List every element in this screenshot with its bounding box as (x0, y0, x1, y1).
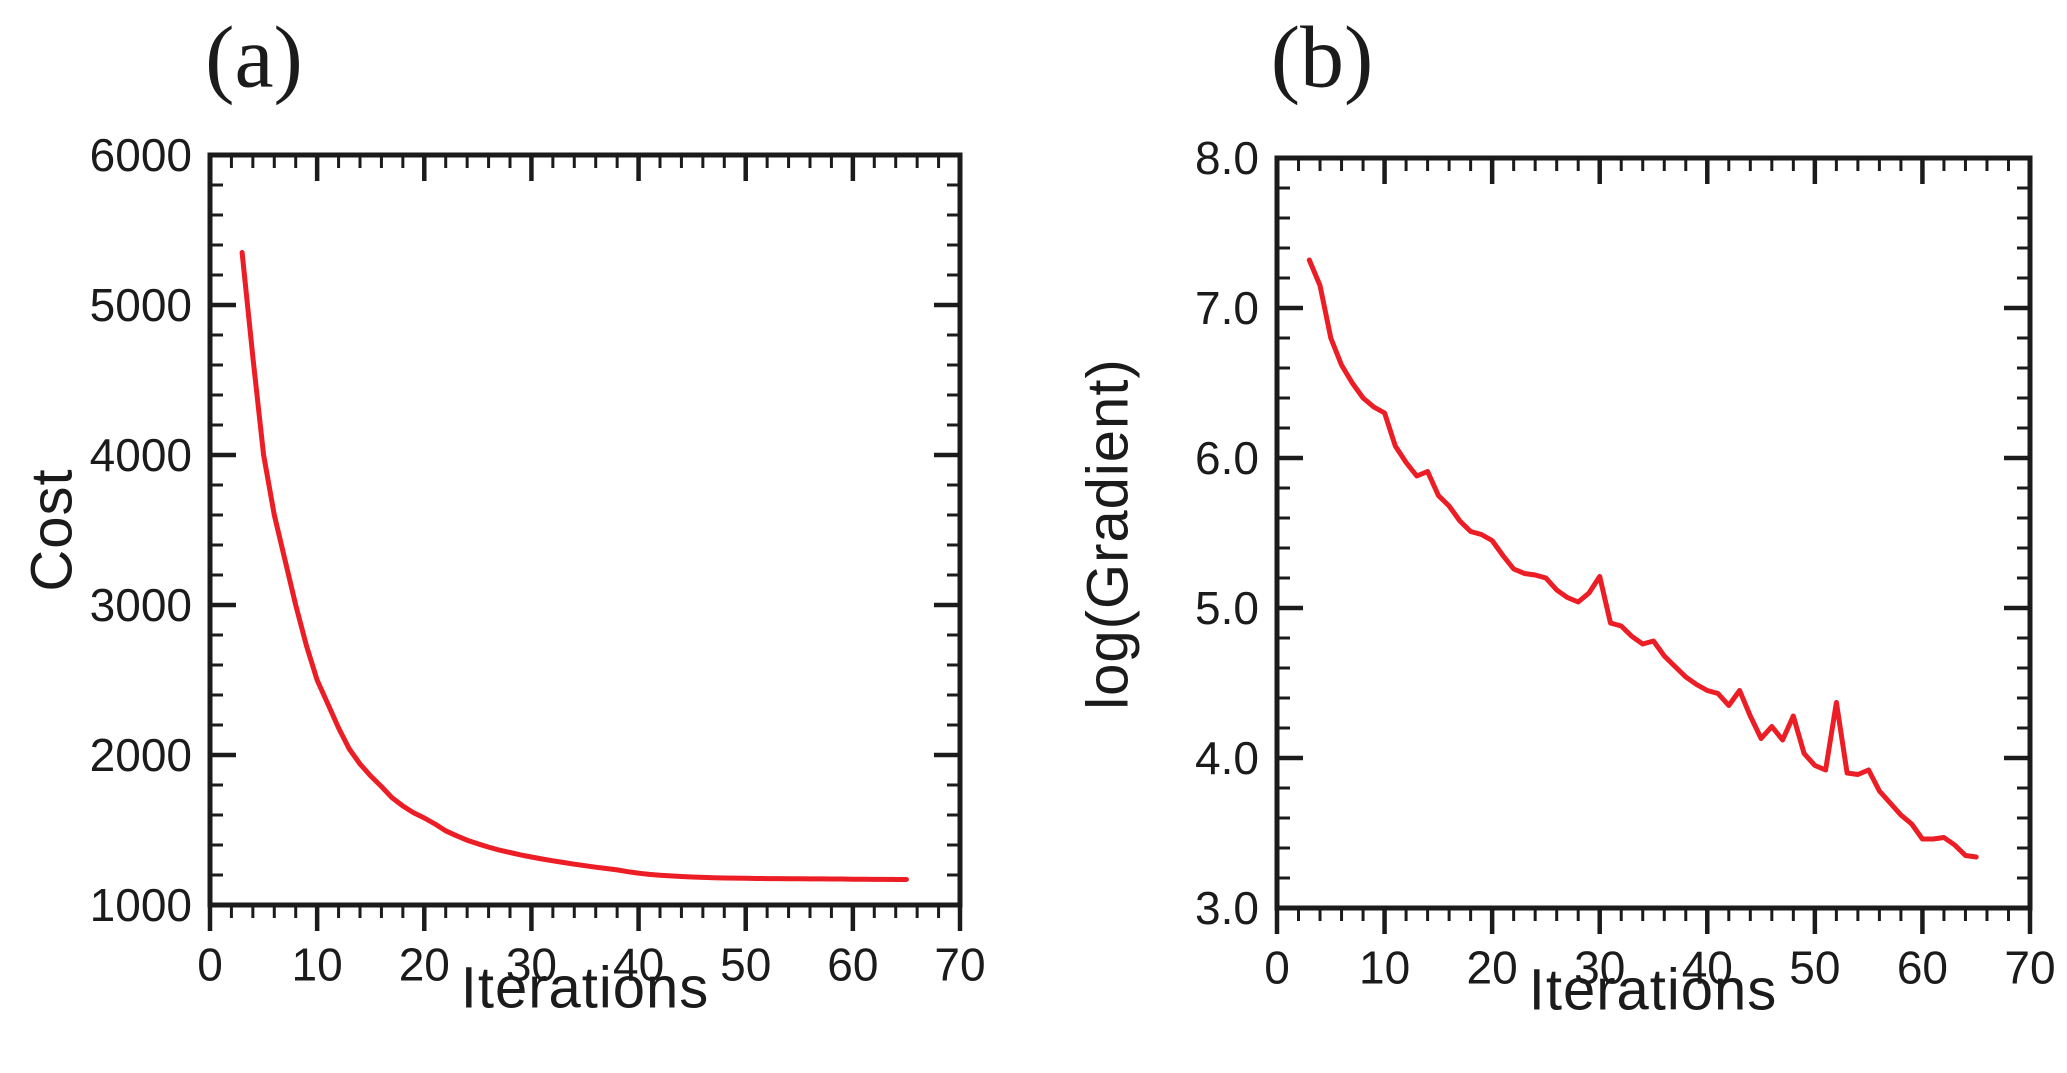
x-tick-label: 60 (827, 939, 878, 991)
y-tick-label: 3000 (90, 579, 192, 631)
x-tick-label: 70 (2004, 942, 2055, 994)
y-tick-label: 6.0 (1195, 432, 1259, 484)
panel-a-x-ticks (207, 155, 963, 931)
x-tick-label: 0 (197, 939, 223, 991)
y-tick-label: 1000 (90, 879, 192, 931)
y-tick-label: 3.0 (1195, 882, 1259, 934)
panel-a-y-tick-labels: 1000 2000 3000 4000 5000 6000 (90, 129, 192, 931)
panel-b-x-ticks (1274, 158, 2033, 934)
y-tick-label: 2000 (90, 729, 192, 781)
x-tick-label: 0 (1264, 942, 1290, 994)
x-tick-label: 20 (399, 939, 450, 991)
panel-a-series-cost (239, 250, 909, 882)
panel-b-x-tick-labels: 0 10 20 30 40 50 60 70 (1264, 942, 2055, 994)
panel-a-frame (207, 152, 963, 908)
y-tick-label: 4.0 (1195, 732, 1259, 784)
y-tick-label: 6000 (90, 129, 192, 181)
panel-b-plot: 0 10 20 30 40 50 60 70 3.0 4.0 5.0 6.0 7.0 8.0 (1195, 132, 2056, 994)
panel-b-y-tick-labels: 3.0 4.0 5.0 6.0 7.0 8.0 (1195, 132, 1259, 934)
x-tick-label: 70 (934, 939, 985, 991)
panel-a-y-ticks (210, 152, 960, 908)
x-tick-label: 10 (292, 939, 343, 991)
panel-a-title: (a) (205, 9, 303, 107)
x-tick-label: 30 (1574, 942, 1625, 994)
panel-a-plot: 0 10 20 30 40 50 60 70 1000 2000 3000 4000 5000 6000 (90, 129, 986, 991)
panel-b-series-log_gradient (1306, 257, 1979, 860)
y-tick-label: 7.0 (1195, 282, 1259, 334)
panel-b-x-axis-title: Iterations (1528, 957, 1778, 1023)
y-tick-label: 4000 (90, 429, 192, 481)
y-tick-label: 8.0 (1195, 132, 1259, 184)
x-tick-label: 50 (1789, 942, 1840, 994)
y-tick-label: 5000 (90, 279, 192, 331)
x-tick-label: 50 (720, 939, 771, 991)
panel-b-y-ticks (1277, 155, 2030, 911)
x-tick-label: 40 (1682, 942, 1733, 994)
panel-a-x-axis-title: Iterations (460, 955, 710, 1021)
x-tick-label: 60 (1897, 942, 1948, 994)
panel-a-x-tick-labels: 0 10 20 30 40 50 60 70 (197, 939, 985, 991)
x-tick-label: 10 (1359, 942, 1410, 994)
panel-b-title: (b) (1270, 9, 1374, 107)
panel-b-frame (1274, 155, 2033, 911)
x-tick-label: 30 (506, 939, 557, 991)
x-tick-label: 20 (1467, 942, 1518, 994)
y-tick-label: 5.0 (1195, 582, 1259, 634)
x-tick-label: 40 (613, 939, 664, 991)
